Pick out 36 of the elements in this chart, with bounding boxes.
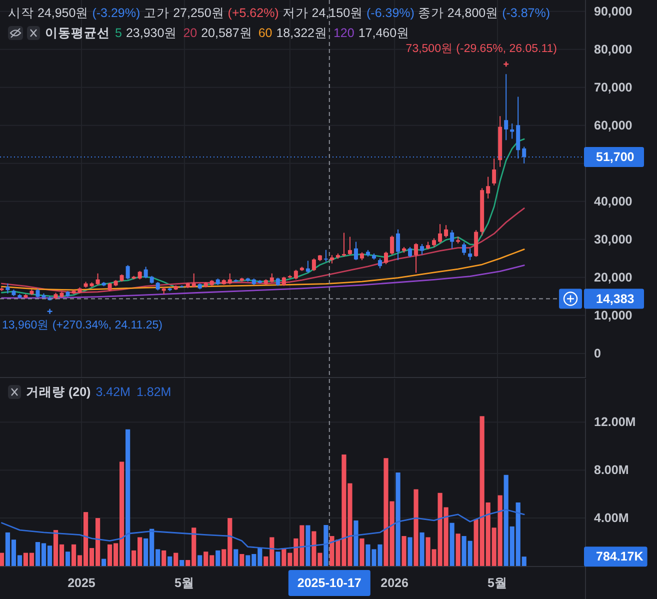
x-tick-label: 5월 <box>174 576 194 590</box>
scale-tag: 784.17K <box>584 546 648 567</box>
annotation: 3.42M <box>96 385 130 399</box>
legend-item: 20 20,587원 <box>183 26 252 40</box>
annotation: 73,500원 (-29.65%, 26.05.11) <box>406 43 557 68</box>
annotation: 13,960원 (+270.34%, 24.11.25) <box>2 308 162 332</box>
x-tick-label: 5월 <box>488 576 508 590</box>
legend-item: 5 23,930원 <box>115 26 178 40</box>
y-tick-label: 8.00M <box>594 463 629 478</box>
x-tick-label: 2026 <box>380 576 409 590</box>
y-tick-label: 14,383 <box>584 288 644 309</box>
y-tick-label: 40,000 <box>594 194 632 208</box>
y-tick-label: 20,000 <box>594 270 632 284</box>
y-tick-label: 90,000 <box>594 4 632 18</box>
y-tick-label: 51,700 <box>584 147 644 167</box>
legend-item: 120 17,460원 <box>333 26 410 40</box>
legend-item: 60 18,322원 <box>258 26 328 40</box>
x-tick-label: 2025 <box>68 576 96 590</box>
y-tick-label: 0 <box>594 346 601 360</box>
y-tick-label: 30,000 <box>594 232 632 246</box>
ref-line-label: 2025-10-17 <box>297 576 362 590</box>
ref-line: 2025-10-17 <box>288 378 370 596</box>
y-tick-label: 4.00M <box>594 511 629 526</box>
annotation: 1.82M <box>136 385 172 399</box>
y-tick-label: 12.00M <box>594 415 636 430</box>
y-tick-label: 60,000 <box>594 118 632 132</box>
y-tick-label: 80,000 <box>594 42 632 56</box>
y-tick-label: 14,383 <box>596 292 634 306</box>
y-tick-label: 51,700 <box>596 150 634 164</box>
legend-title: 이동평균선 <box>45 26 110 40</box>
annotation: 13,960원 (+270.34%, 24.11.25) <box>2 319 163 332</box>
y-tick-label: 70,000 <box>594 80 632 94</box>
text: 시작 24,950원 (-3.29%) 고가 27,250원 (+5.62%) 저가 24,150원 (-6.39%) 종가 24,800원 (-3.87%) <box>8 6 550 20</box>
text: 거래량 (20) <box>26 385 91 399</box>
annotation: 73,500원 (-29.65%, 26.05.11) <box>406 43 558 56</box>
y-tick-label: 10,000 <box>594 308 632 322</box>
